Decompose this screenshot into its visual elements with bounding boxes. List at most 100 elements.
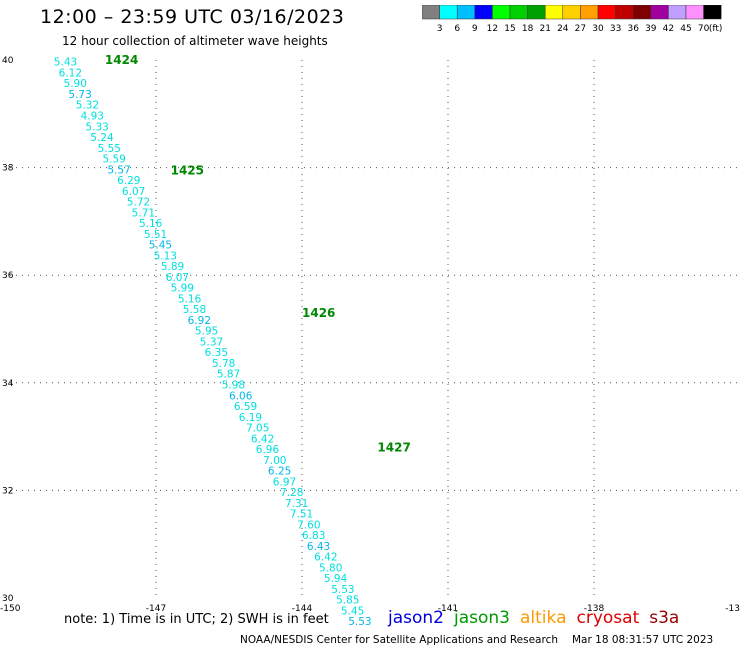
y-tick-label: 36 [2,271,14,281]
colorbar-label: 3 [437,24,443,34]
colorbar-label: 9 [472,24,478,34]
swh-point: 5.89 [161,261,184,273]
credit-text: NOAA/NESDIS Center for Satellite Applica… [240,634,558,646]
colorbar-label: 39 [645,24,657,34]
swh-point: 5.33 [85,121,108,133]
satellite-name: cryosat [576,608,640,628]
swh-point: 5.32 [76,100,99,112]
swh-point: 6.83 [302,530,325,542]
swh-point: 4.93 [81,110,104,122]
swh-point: 6.06 [229,390,253,402]
swh-point: 5.53 [331,584,354,596]
y-tick-label: 40 [2,56,14,66]
swh-point: 5.87 [217,369,240,381]
swh-point: 5.95 [195,326,218,338]
swh-point: 5.73 [68,89,91,101]
swh-point: 7.00 [263,455,286,467]
swh-point: 7.28 [280,487,303,499]
swh-point: 5.78 [212,358,235,370]
swh-point: 7.60 [297,519,320,531]
y-tick-label: 32 [2,486,13,496]
swh-point: 6.29 [117,175,140,187]
time-label: 1426 [302,306,335,320]
swh-point: 6.12 [59,67,82,79]
colorbar-label: 21 [539,24,550,34]
page-subtitle: 12 hour collection of altimeter wave hei… [62,34,328,48]
colorbar-label: 42 [663,24,674,34]
swh-point: 5.59 [102,154,125,166]
swh-point: 6.42 [314,552,337,564]
footer-credit: NOAA/NESDIS Center for Satellite Applica… [240,634,713,646]
swh-point: 6.96 [256,444,280,456]
swh-point: 6.35 [205,347,228,359]
swh-point: 6.19 [239,412,262,424]
swh-point: 6.07 [122,186,145,198]
y-tick-label: 38 [2,164,14,174]
colorbar-label: 45 [680,24,691,34]
satellite-legend: jason2 jason3 altika cryosat s3a [388,608,689,628]
swh-point: 5.90 [64,78,87,90]
x-tick-label: -13 [725,604,740,614]
colorbar-label: 12 [487,24,498,34]
swh-point: 5.58 [183,304,206,316]
colorbar-label: 70 [698,24,710,34]
footer-note: note: 1) Time is in UTC; 2) SWH is in fe… [64,612,329,627]
swh-point: 5.37 [200,336,223,348]
swh-point: 6.42 [251,433,274,445]
y-tick-label: 30 [2,594,14,604]
swh-point: 5.45 [149,240,172,252]
swh-point: 6.97 [273,476,296,488]
swh-point: 5.98 [222,379,245,391]
swh-point: 5.45 [341,605,364,617]
colorbar-label: 6 [454,24,460,34]
swh-point: 5.55 [98,143,121,155]
y-tick-label: 34 [2,379,14,389]
time-label: 1424 [105,53,138,67]
colorbar-swatch [703,5,722,20]
swh-point: 5.16 [139,218,163,230]
swh-point: 5.71 [132,207,155,219]
swh-point: 5.51 [144,229,167,241]
colorbar-label: 15 [504,24,515,34]
swh-point: 5.80 [319,562,342,574]
swh-point: 5.94 [324,573,348,585]
swh-point: 5.85 [336,595,359,607]
page-title: 12:00 – 23:59 UTC 03/16/2023 [40,6,345,28]
swh-point: 5.24 [90,132,114,144]
satellite-name: jason3 [454,608,510,628]
colorbar-label: 27 [575,24,586,34]
time-label: 1427 [377,440,410,454]
swh-point: 6.43 [307,541,330,553]
timestamp: Mar 18 08:31:57 UTC 2023 [572,634,714,646]
swh-point: 5.43 [54,57,77,69]
swh-point: 6.92 [188,315,211,327]
colorbar-label: 18 [522,24,534,34]
colorbar-label: 36 [627,24,639,34]
x-tick-label: -141 [438,604,458,614]
x-tick-label: -150 [0,604,21,614]
colorbar-unit: (ft) [709,24,723,34]
swh-point: 6.07 [166,272,189,284]
x-tick-label: -147 [146,604,166,614]
x-tick-label: -144 [292,604,313,614]
satellite-name: altika [520,608,567,628]
swh-point: 6.25 [268,466,291,478]
colorbar-label: 30 [592,24,604,34]
swh-point: 5.53 [348,616,371,628]
swh-point: 6.59 [234,401,257,413]
colorbar-label: 24 [557,24,569,34]
swh-point: 5.57 [107,164,130,176]
swh-point: 5.72 [127,197,150,209]
swh-point: 5.16 [178,293,202,305]
colorbar-label: 33 [610,24,621,34]
time-label: 1425 [171,163,204,177]
swh-point: 5.99 [171,283,194,295]
swh-point: 7.05 [246,423,269,435]
swh-point: 7.31 [285,498,308,510]
swh-point: 7.51 [290,509,313,521]
color-legend: 3 6 9 12 15 18 21 24 27 30 33 36 39 42 45 70 (ft) [422,5,723,34]
x-tick-label: -138 [584,604,605,614]
swh-point: 5.13 [154,250,177,262]
satellite-name: jason2 [388,608,444,628]
